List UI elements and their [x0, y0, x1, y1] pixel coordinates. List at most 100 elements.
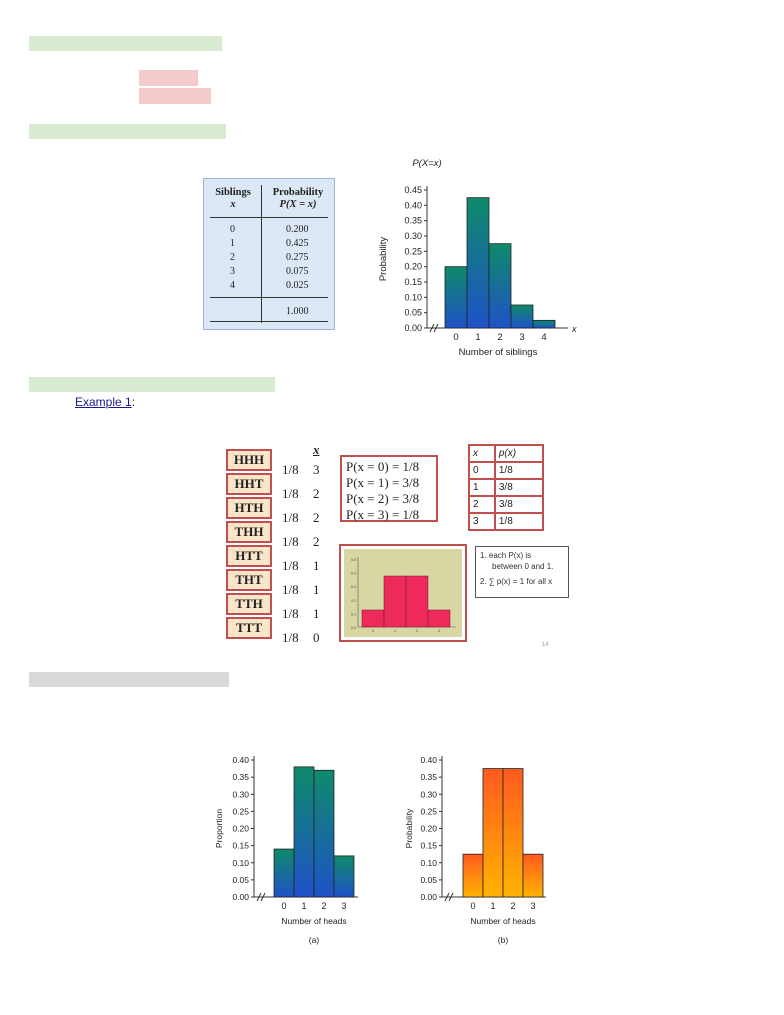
px-table-header: x p(x)	[468, 444, 545, 463]
x-tick-label: 1	[490, 901, 495, 911]
siblings-x-2: 2	[230, 252, 235, 263]
outcome-prob: 1/8	[282, 558, 299, 573]
y-tick-label: 0.00	[420, 892, 437, 902]
text-highlight-2	[139, 88, 211, 104]
bar	[313, 769, 335, 898]
px-x-1: 1	[468, 478, 496, 497]
bar	[273, 848, 295, 898]
y-tick-label: 0.20	[420, 824, 437, 834]
x-tick-label: 4	[541, 332, 546, 343]
x-tick-label: 2	[416, 629, 418, 633]
text-highlight-1	[139, 70, 198, 86]
example-1-link[interactable]: Example 1	[75, 395, 132, 409]
outcome-x: 2	[313, 534, 320, 549]
siblings-p-1: 0.425	[286, 238, 309, 249]
px-p-0: 1/8	[493, 461, 545, 480]
outcome-x: 3	[313, 462, 320, 477]
outcome-prob: 1/8	[282, 606, 299, 621]
x-tick-label: 2	[321, 901, 326, 911]
x-axis-label: Number of heads	[470, 916, 535, 926]
outcome-x: 1	[313, 606, 320, 621]
chart-title: P(X=x)	[412, 158, 441, 169]
bar	[361, 609, 385, 628]
y-tick-label: 0.15	[404, 277, 422, 287]
siblings-chart: 0.00 0.05 0.10 0.15 0.20 0.25 0.30 0.35 0.40 0.45…	[378, 158, 577, 358]
header-siblings: Siblings x	[215, 187, 251, 210]
prob-line-1: P(x = 1) = 3/8	[346, 475, 420, 490]
outcome-x: 1	[313, 558, 320, 573]
outcome-x: 2	[313, 486, 320, 501]
y-tick-label: 0.20	[404, 262, 422, 272]
bar	[293, 766, 315, 898]
properties-notes-box: 1. each P(x) is between 0 and 1. 2. ∑ p(…	[475, 546, 569, 598]
prob-line-2: P(x = 2) = 3/8	[346, 491, 420, 506]
heading-highlight-1	[29, 36, 222, 51]
outcome-prob: 1/8	[282, 582, 299, 597]
px-x-3: 3	[468, 512, 496, 531]
bar	[522, 853, 544, 898]
outcome-prob: 1/8	[282, 462, 299, 477]
heads-probability-chart: 0.00 0.05 0.10 0.15 0.20 0.25 0.30 0.35 0.40 0 1 2 3…	[404, 755, 546, 945]
siblings-p-4: 0.025	[286, 280, 309, 291]
px-table: x p(x) 0 1/8 1 3/8 2 3/8 3 1/8	[468, 444, 545, 531]
table-divider-vertical	[261, 185, 262, 323]
y-tick-label: 0.10	[420, 858, 437, 868]
y-tick-label: 0.45	[404, 185, 422, 195]
bar	[333, 855, 355, 898]
y-tick-label: 0.3	[351, 585, 356, 589]
axis-break-mark	[260, 892, 266, 902]
note-line-1: 1. each P(x) is	[480, 551, 532, 560]
axis-break-mark	[256, 892, 262, 902]
bar	[502, 768, 524, 898]
outcome-x: 1	[313, 582, 320, 597]
y-tick-label: 0.35	[420, 772, 437, 782]
bar	[532, 319, 556, 329]
px-x-2: 2	[468, 495, 496, 514]
bar	[466, 197, 490, 329]
small-histogram: 0.0 0.1 0.2 0.3 0.4 0.5 0 1 2 3	[344, 549, 462, 637]
tree-x-header: x	[313, 442, 320, 457]
y-tick-label: 0.05	[404, 308, 422, 318]
x-tick-label: 0	[453, 332, 458, 343]
bar	[427, 609, 451, 628]
y-tick-label: 0.35	[404, 216, 422, 226]
prob-line-3: P(x = 3) = 1/8	[346, 507, 420, 522]
y-tick-label: 0.40	[420, 755, 437, 765]
px-p-2: 3/8	[493, 495, 545, 514]
heading-highlight-3	[29, 377, 275, 392]
outcome-tth: TTH	[226, 593, 272, 615]
axis-break-mark	[448, 892, 454, 902]
table-row: 0 1/8	[468, 461, 545, 480]
heads-proportion-chart: 0.00 0.05 0.10 0.15 0.20 0.25 0.30 0.35 0.40 0 1 2 3…	[214, 755, 358, 945]
y-axis-label: Probability	[378, 237, 389, 282]
prob-line-0: P(x = 0) = 1/8	[346, 459, 420, 474]
y-tick-label: 0.05	[232, 875, 249, 885]
y-tick-label: 0.10	[232, 858, 249, 868]
chart-title: (a)	[309, 935, 320, 945]
x-tick-label: 2	[510, 901, 515, 911]
px-x-0: 0	[468, 461, 496, 480]
outcome-htt: HTT	[226, 545, 272, 567]
y-tick-label: 0.5	[351, 558, 356, 562]
outcome-prob: 1/8	[282, 630, 299, 645]
siblings-total: 1.000	[286, 306, 309, 317]
heading-highlight-2	[29, 124, 226, 139]
x-axis-variable: x	[571, 324, 577, 334]
y-tick-label: 0.2	[351, 599, 356, 603]
bar	[462, 853, 484, 898]
header-probability: Probability P(X = x)	[272, 187, 324, 210]
outcome-tht: THT	[226, 569, 272, 591]
table-row: 2 3/8	[468, 495, 545, 514]
y-tick-label: 0.15	[420, 841, 437, 851]
siblings-p-3: 0.075	[286, 266, 309, 277]
x-tick-label: 3	[530, 901, 535, 911]
axis-break-mark	[433, 323, 439, 333]
x-tick-label: 1	[394, 629, 396, 633]
probability-statements-box: P(x = 0) = 1/8 P(x = 1) = 3/8 P(x = 2) =…	[340, 455, 438, 522]
bar	[488, 243, 512, 329]
outcome-prob: 1/8	[282, 510, 299, 525]
outcome-thh: THH	[226, 521, 272, 543]
outcome-x: 2	[313, 510, 320, 525]
y-axis-label: Proportion	[214, 809, 224, 848]
outcome-hth: HTH	[226, 497, 272, 519]
